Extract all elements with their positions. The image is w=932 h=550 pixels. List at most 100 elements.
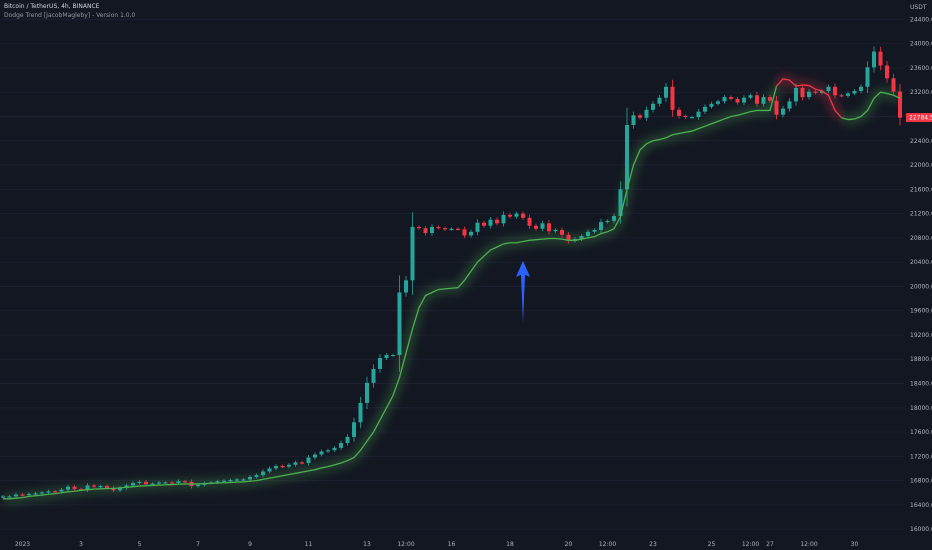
candle-body	[416, 226, 422, 229]
candle-body	[631, 115, 636, 126]
candle-body	[65, 486, 71, 490]
candle-body	[306, 457, 311, 464]
candle-body	[345, 436, 350, 443]
candle-body	[605, 220, 610, 223]
candle-body	[384, 354, 389, 359]
candle-body	[559, 229, 565, 235]
price-tick-label: 24400.00	[910, 16, 932, 23]
symbol-title[interactable]: Bitcoin / TetherUS, 4h, BINANCE	[4, 3, 100, 10]
trend-glow-segment	[3, 85, 781, 503]
chart-header: Bitcoin / TetherUS, 4h, BINANCE Dodge Tr…	[4, 2, 135, 20]
candle-body	[449, 228, 454, 230]
candle-body	[748, 95, 753, 98]
candle-body	[800, 87, 805, 98]
candle-body	[806, 91, 812, 98]
candle-body	[494, 219, 500, 224]
candle-body	[52, 491, 58, 493]
price-tick-label: 21200.00	[910, 211, 932, 218]
price-tick-label: 18400.00	[910, 381, 932, 388]
trend-segment	[776, 78, 842, 119]
candle-body	[761, 97, 766, 104]
price-tick-label: 19200.00	[910, 332, 932, 339]
candle-body	[98, 486, 103, 488]
time-tick-label: 5	[138, 541, 142, 548]
candle-body	[553, 229, 558, 232]
candle-body	[358, 402, 363, 423]
candle-body	[260, 471, 266, 476]
time-tick-label: 25	[708, 541, 716, 548]
candle-body	[897, 91, 903, 118]
price-axis[interactable]: 16000.00 16400.00 16800.00 17200.00 17600.00…	[906, 4, 932, 533]
trend-line	[3, 78, 901, 500]
candle-body	[689, 117, 695, 119]
candle-body	[143, 481, 149, 485]
candle-body	[273, 466, 279, 469]
candle-body	[403, 280, 409, 293]
candle-body	[130, 483, 136, 486]
candle-body	[325, 450, 331, 452]
price-tick-label: 20400.00	[910, 259, 932, 266]
candle-body	[644, 109, 649, 118]
candle-body	[618, 189, 623, 217]
trend-glow-segment	[840, 87, 902, 124]
price-tick-label: 16400.00	[910, 502, 932, 509]
candle-body	[117, 487, 123, 491]
candle-body	[709, 103, 714, 107]
time-tick-label: 12:00	[397, 541, 414, 548]
price-tick-label: 18000.00	[910, 405, 932, 412]
time-axis[interactable]: 2023 3 5 7 9 11 13 12:00 16 18 20 12:00 23 25 12:00 27 1…	[15, 541, 859, 548]
time-tick-label: 2023	[15, 541, 30, 548]
candle-body	[735, 98, 740, 103]
candle-body	[215, 481, 220, 483]
candle-body	[871, 51, 877, 68]
candle-body	[59, 489, 64, 492]
candle-body	[728, 97, 734, 99]
candle-body	[267, 468, 272, 472]
candle-body	[137, 481, 142, 484]
candle-body	[364, 382, 370, 403]
currency-label: USDT	[910, 4, 927, 11]
candle-body	[650, 103, 656, 110]
price-tick-label: 24000.00	[910, 41, 932, 48]
candle-body	[858, 86, 864, 92]
price-tick-label: 16800.00	[910, 478, 932, 485]
trend-segment	[841, 91, 901, 121]
candles	[0, 46, 903, 499]
candle-body	[514, 213, 519, 217]
candle-body	[579, 236, 584, 240]
candle-body	[566, 234, 571, 241]
candle-body	[819, 91, 825, 93]
candle-body	[0, 496, 6, 498]
candle-body	[46, 491, 51, 493]
candle-body	[540, 223, 545, 229]
candle-body	[254, 475, 259, 477]
time-tick-label: 11	[305, 541, 313, 548]
candle-body	[468, 231, 474, 236]
candle-body	[670, 86, 675, 110]
time-tick-label: 12:00	[800, 541, 817, 548]
candle-body	[241, 479, 246, 481]
time-tick-label: 3	[79, 541, 83, 548]
candle-body	[624, 125, 630, 190]
candle-body	[26, 493, 32, 496]
indicator-title[interactable]: Dodge Trend [JacobMagleby] - Version 1.0…	[4, 12, 136, 19]
candle-body	[462, 229, 467, 236]
time-tick-label: 27	[766, 541, 774, 548]
candle-body	[286, 464, 292, 467]
candle-body	[91, 485, 97, 487]
candle-body	[195, 484, 201, 487]
candle-body	[169, 482, 175, 484]
time-tick-label: 12:00	[742, 541, 759, 548]
candle-body	[845, 93, 851, 96]
candle-body	[715, 101, 721, 104]
price-tick-label: 18800.00	[910, 356, 932, 363]
candle-body	[312, 454, 318, 458]
candle-body	[546, 223, 552, 232]
time-tick-label: 30	[851, 541, 859, 548]
candle-body	[767, 97, 773, 101]
candle-body	[423, 228, 428, 234]
candle-body	[780, 108, 786, 115]
candle-body	[813, 91, 818, 93]
candle-body	[839, 95, 844, 97]
